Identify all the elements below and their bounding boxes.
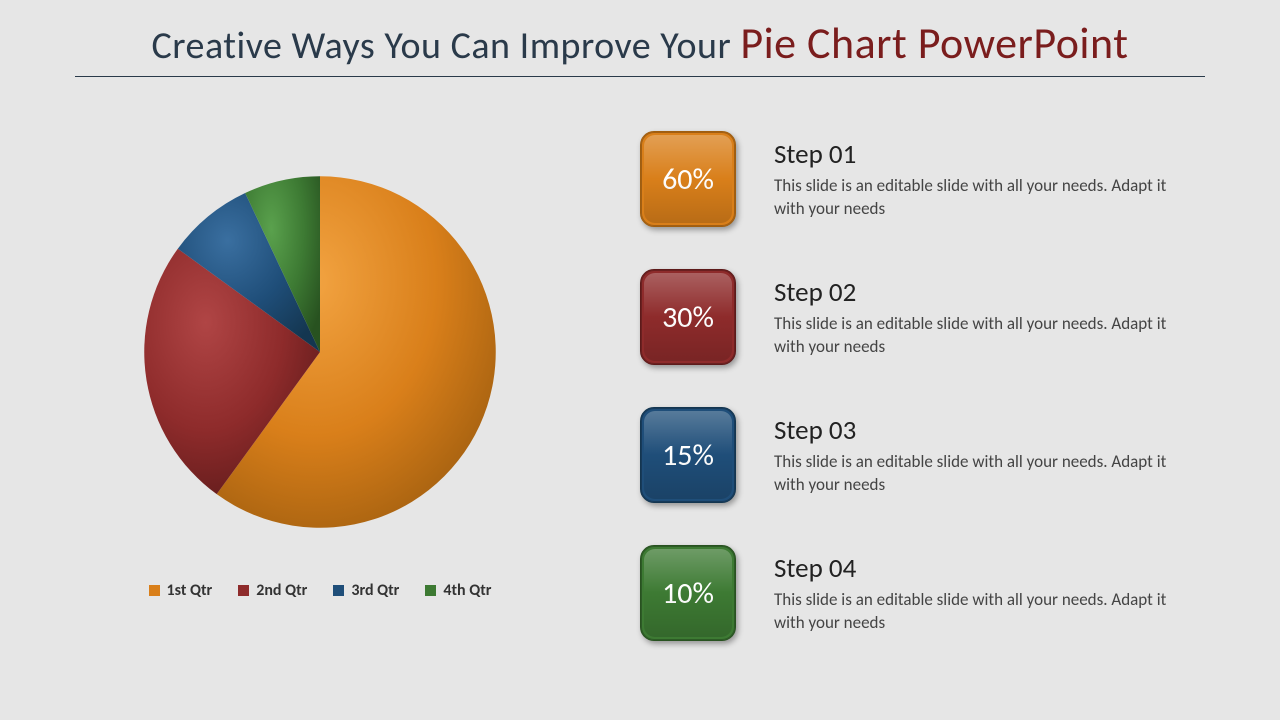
title-emphasis: Pie Chart PowerPoint [740, 16, 1128, 70]
percent-box: 15% [640, 407, 736, 503]
pie-legend: 1st Qtr 2nd Qtr 3rd Qtr 4th Qtr [149, 581, 492, 600]
pie-svg [135, 167, 505, 537]
percent-value: 30% [662, 299, 714, 336]
step-desc: This slide is an editable slide with all… [774, 451, 1194, 497]
step-desc: This slide is an editable slide with all… [774, 589, 1194, 635]
title-lead: Creative Ways You Can Improve Your [152, 23, 741, 69]
legend-item: 3rd Qtr [333, 581, 399, 600]
step-title: Step 03 [774, 414, 1220, 447]
legend-item: 2nd Qtr [238, 581, 307, 600]
step-text: Step 04 This slide is an editable slide w… [774, 552, 1220, 635]
title-underline [75, 76, 1205, 77]
step-desc: This slide is an editable slide with all… [774, 175, 1194, 221]
step-desc: This slide is an editable slide with all… [774, 313, 1194, 359]
percent-value: 15% [662, 437, 714, 474]
content-area: 1st Qtr 2nd Qtr 3rd Qtr 4th Qtr 60% Step 01 T… [0, 87, 1280, 641]
step-row-1: 60% Step 01 This slide is an editable slid… [640, 131, 1220, 227]
legend-label: 3rd Qtr [351, 581, 399, 600]
legend-swatch [149, 585, 160, 596]
legend-label: 2nd Qtr [256, 581, 307, 600]
legend-label: 1st Qtr [167, 581, 213, 600]
percent-box: 30% [640, 269, 736, 365]
step-title: Step 04 [774, 552, 1220, 585]
chart-column: 1st Qtr 2nd Qtr 3rd Qtr 4th Qtr [60, 127, 580, 600]
step-text: Step 01 This slide is an editable slide w… [774, 138, 1220, 221]
step-title: Step 02 [774, 276, 1220, 309]
page-title: Creative Ways You Can Improve Your Pie C… [0, 16, 1280, 70]
title-bar: Creative Ways You Can Improve Your Pie C… [0, 0, 1280, 87]
percent-box: 10% [640, 545, 736, 641]
percent-value: 10% [662, 575, 714, 612]
legend-item: 4th Qtr [425, 581, 491, 600]
legend-swatch [238, 585, 249, 596]
step-title: Step 01 [774, 138, 1220, 171]
step-row-2: 30% Step 02 This slide is an editable slid… [640, 269, 1220, 365]
step-text: Step 02 This slide is an editable slide w… [774, 276, 1220, 359]
step-text: Step 03 This slide is an editable slide w… [774, 414, 1220, 497]
legend-item: 1st Qtr [149, 581, 213, 600]
legend-swatch [333, 585, 344, 596]
legend-label: 4th Qtr [443, 581, 491, 600]
step-row-3: 15% Step 03 This slide is an editable slid… [640, 407, 1220, 503]
pie-chart [135, 167, 505, 537]
step-row-4: 10% Step 04 This slide is an editable slid… [640, 545, 1220, 641]
steps-column: 60% Step 01 This slide is an editable slid… [640, 127, 1220, 641]
legend-swatch [425, 585, 436, 596]
percent-value: 60% [662, 161, 714, 198]
percent-box: 60% [640, 131, 736, 227]
